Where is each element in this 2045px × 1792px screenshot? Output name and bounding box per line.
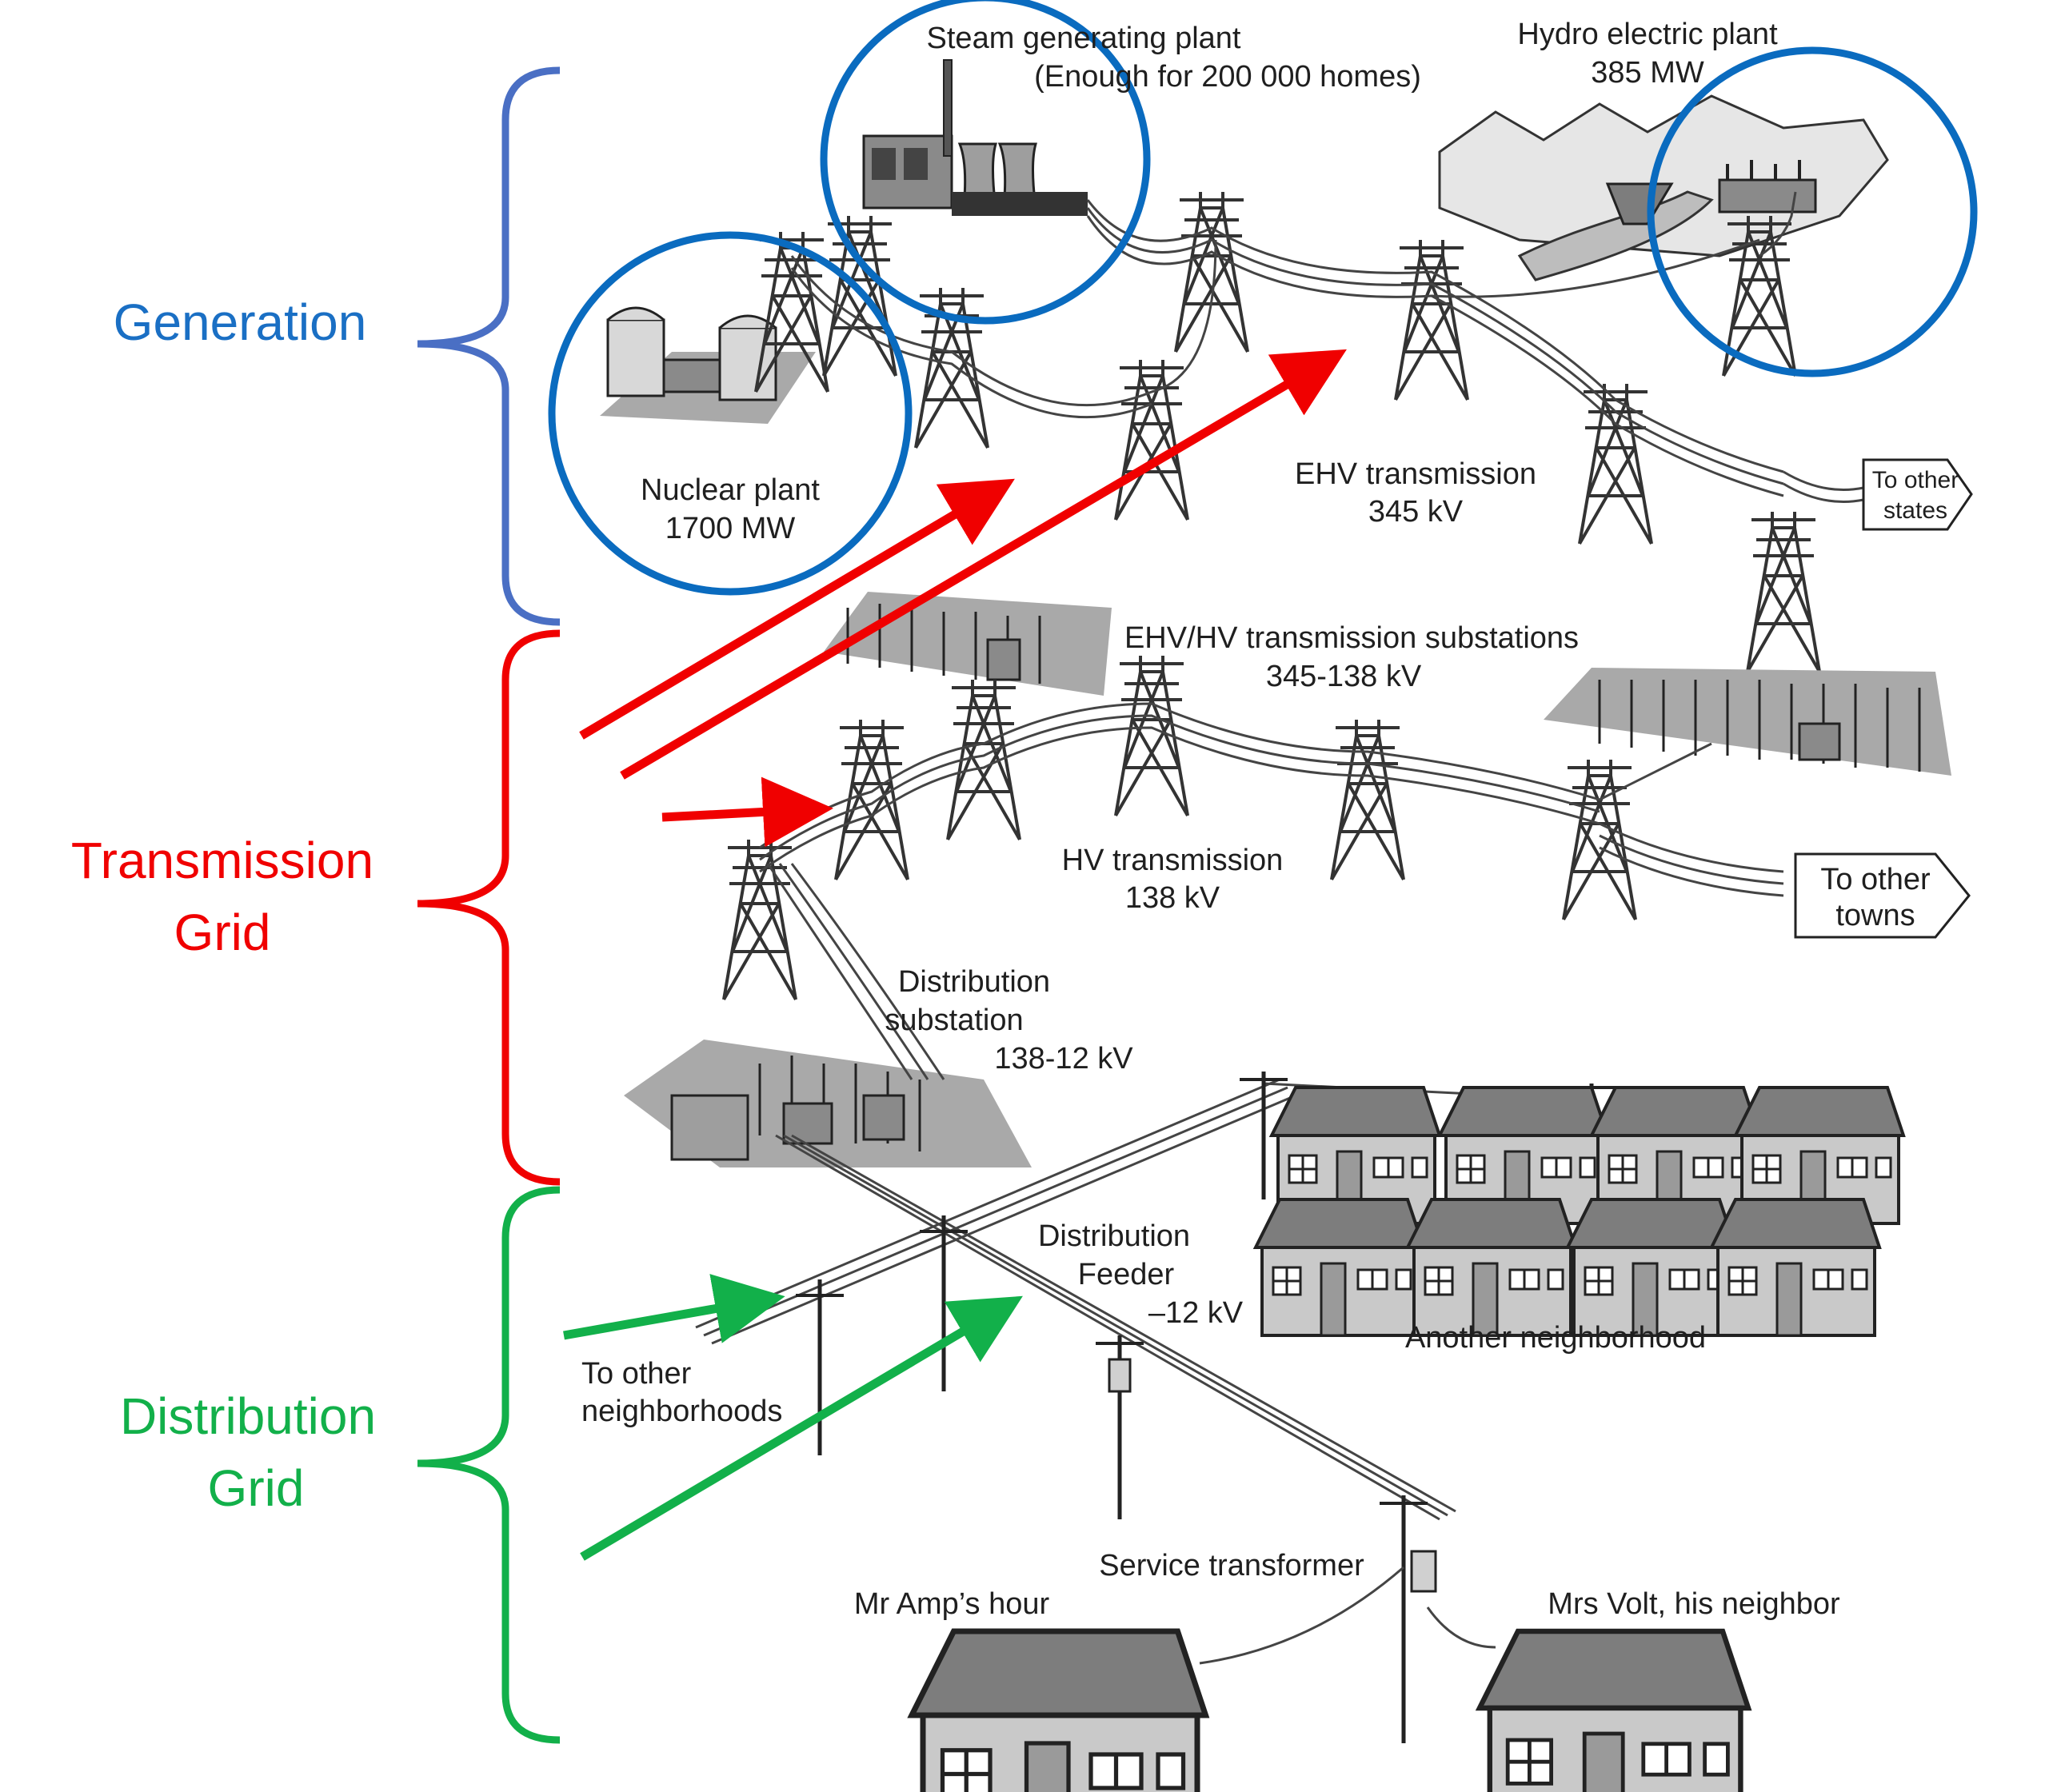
hydro-plant-label-line1: Hydro electric plant xyxy=(1517,18,1778,51)
distribution-bracket xyxy=(417,1186,561,1744)
substations-label-line2: 345-138 kV xyxy=(1266,660,1422,693)
grid-illustration xyxy=(600,59,1951,1792)
customer-houses xyxy=(912,1631,1748,1792)
group-brackets xyxy=(417,66,561,1744)
ehv-label-line1: EHV transmission xyxy=(1295,457,1536,491)
hydro-plant-label-line2: 385 MW xyxy=(1591,56,1704,90)
transmission-bracket xyxy=(417,629,561,1186)
feeder-label-line1: Distribution xyxy=(1038,1219,1190,1253)
steam-plant-label-line2: (Enough for 200 000 homes) xyxy=(1034,60,1421,94)
other-neighborhoods-line1: To other xyxy=(581,1357,692,1391)
distribution-label-line2: Grid xyxy=(208,1459,305,1517)
hv-wires xyxy=(759,702,1784,897)
transmission-label-line1: Transmission xyxy=(71,832,373,889)
hv-label-line2: 138 kV xyxy=(1125,881,1220,915)
feeder-label-line2: Feeder xyxy=(1078,1258,1175,1291)
ehv-wires xyxy=(790,191,1864,503)
distribution-arrows xyxy=(563,1274,1023,1561)
nuclear-plant-label-line1: Nuclear plant xyxy=(641,473,820,507)
transmission-label-line2: Grid xyxy=(174,904,271,961)
nuclear-plant-label-line2: 1700 MW xyxy=(665,512,796,545)
steam-plant-label-line1: Steam generating plant xyxy=(927,22,1241,55)
transmission-arrows xyxy=(579,349,1347,848)
neighborhood-houses xyxy=(1254,1086,1905,1337)
ehv-label-line2: 345 kV xyxy=(1368,495,1464,529)
dist-sub-label-line3: 138-12 kV xyxy=(994,1042,1133,1076)
diagram-labels: Steam generating plant (Enough for 200 0… xyxy=(581,18,1840,1621)
dist-sub-label-line2: substation xyxy=(885,1004,1023,1037)
generation-label: Generation xyxy=(114,293,367,351)
other-neighborhoods-line2: neighborhoods xyxy=(581,1395,782,1428)
distribution-feeder-lines xyxy=(695,1072,1616,1743)
to-other-towns-callout: To other towns xyxy=(1794,852,1971,939)
feeder-label-line3: –12 kV xyxy=(1148,1296,1244,1330)
service-transformer-label: Service transformer xyxy=(1099,1549,1364,1582)
steam-plant-circle xyxy=(820,0,1151,325)
dist-sub-label-line1: Distribution xyxy=(898,965,1050,999)
dist-sub-wires xyxy=(766,863,945,1080)
distribution-substation-illustration xyxy=(624,1040,1032,1167)
mr-amp-label: Mr Amp’s hour xyxy=(854,1587,1050,1621)
to-other-states-callout: To other states xyxy=(1862,458,1973,531)
nuclear-plant-illustration xyxy=(600,306,816,424)
hydro-plant-circle xyxy=(1647,46,1978,377)
steam-plant-illustration xyxy=(862,59,1088,216)
mrs-volt-label: Mrs Volt, his neighbor xyxy=(1548,1587,1840,1621)
to-states-line1: To other xyxy=(1872,467,1959,493)
plant-highlight-circles xyxy=(548,0,1978,596)
distribution-label-line1: Distribution xyxy=(120,1387,376,1445)
hv-label-line1: HV transmission xyxy=(1062,844,1284,877)
to-towns-line2: towns xyxy=(1835,899,1915,932)
group-labels: Generation Transmission Grid Distributio… xyxy=(71,293,376,1517)
substations-label-line1: EHV/HV transmission substations xyxy=(1124,621,1579,655)
hydro-plant-illustration xyxy=(1438,94,1889,281)
hv-towers xyxy=(722,654,1637,1001)
nuclear-plant-circle xyxy=(548,231,913,596)
to-states-line2: states xyxy=(1883,497,1947,524)
to-towns-line1: To other xyxy=(1820,863,1931,896)
generation-bracket xyxy=(417,66,561,626)
another-neighborhood-label: Another neighborhood xyxy=(1405,1321,1706,1355)
